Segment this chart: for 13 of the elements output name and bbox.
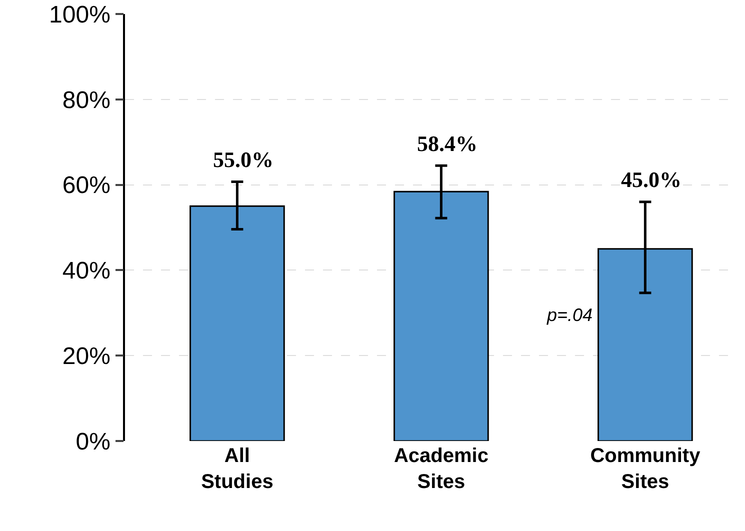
x-tick-label: Community Sites bbox=[590, 445, 702, 493]
data-label: 45.0% bbox=[621, 167, 682, 192]
y-tick-label: 100% bbox=[49, 1, 110, 28]
x-tick-label: Academic Sites bbox=[394, 445, 488, 493]
data-label: 58.4% bbox=[417, 131, 478, 156]
data-label: 55.0% bbox=[213, 147, 274, 172]
x-tick-label: All Studies bbox=[201, 445, 274, 493]
y-tick-label: 80% bbox=[62, 86, 110, 114]
y-tick-label: 20% bbox=[62, 343, 110, 370]
y-tick-label: 0% bbox=[76, 428, 110, 456]
annotation: p=.04 bbox=[546, 305, 593, 325]
y-tick-label: 40% bbox=[62, 258, 110, 285]
y-tick-label: 60% bbox=[62, 172, 110, 200]
